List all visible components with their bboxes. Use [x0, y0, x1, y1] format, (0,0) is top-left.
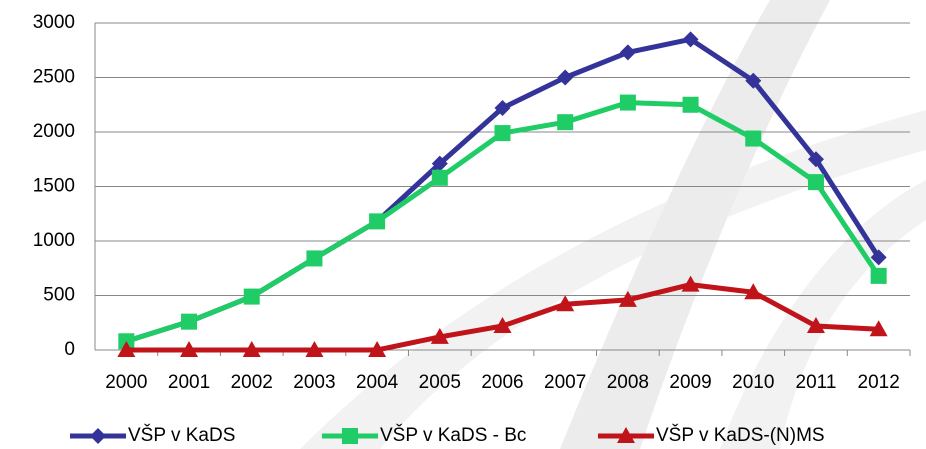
legend-label: VŠP v KaDS - Bc	[380, 424, 526, 446]
marker	[90, 428, 106, 444]
marker	[430, 327, 449, 344]
marker	[870, 267, 887, 284]
y-tick-label: 0	[64, 339, 75, 360]
marker	[306, 250, 323, 267]
y-tick-label: 3000	[33, 12, 75, 33]
x-tick-label: 2008	[607, 372, 649, 393]
marker	[619, 44, 636, 61]
marker	[557, 69, 574, 86]
marker	[556, 295, 575, 312]
legend-label: VŠP v KaDS	[128, 424, 235, 446]
y-tick-label: 2500	[33, 67, 75, 88]
marker	[493, 317, 512, 334]
x-tick-label: 2011	[796, 372, 837, 393]
x-tick-label: 2012	[858, 372, 900, 393]
marker	[869, 320, 888, 337]
y-tick-label: 2000	[33, 121, 75, 142]
x-tick-label: 2003	[293, 372, 335, 393]
marker	[870, 249, 887, 266]
marker	[431, 155, 448, 172]
y-tick-label: 1500	[33, 176, 75, 197]
marker	[431, 169, 448, 186]
marker	[117, 341, 136, 357]
marker	[682, 96, 699, 113]
marker	[557, 114, 574, 131]
marker	[494, 100, 511, 117]
marker	[681, 275, 700, 292]
marker	[806, 317, 825, 334]
x-tick-label: 2000	[105, 372, 147, 393]
marker	[744, 283, 763, 300]
marker	[494, 125, 511, 142]
y-tick-label: 500	[43, 285, 75, 306]
x-tick-label: 2009	[669, 372, 711, 393]
marker	[619, 94, 636, 111]
marker	[618, 290, 637, 307]
x-tick-label: 2002	[231, 372, 273, 393]
x-tick-label: 2005	[419, 372, 461, 393]
x-tick-label: 2010	[732, 372, 774, 393]
x-tick-label: 2004	[356, 372, 399, 393]
marker	[368, 341, 387, 357]
marker	[745, 72, 762, 89]
legend-label: VŠP v KaDS-(N)MS	[656, 424, 825, 446]
marker	[342, 428, 358, 444]
x-tick-label: 2006	[481, 372, 523, 393]
x-tick-label: 2001	[168, 372, 210, 393]
marker	[369, 213, 386, 230]
marker	[181, 313, 198, 330]
marker	[617, 427, 635, 443]
marker	[745, 130, 762, 147]
marker	[243, 288, 260, 305]
marker	[807, 174, 824, 191]
marker	[682, 31, 699, 48]
y-tick-label: 1000	[33, 230, 75, 251]
marker	[305, 341, 324, 357]
marker	[807, 151, 824, 168]
marker	[242, 341, 261, 357]
marker	[180, 341, 199, 357]
x-tick-label: 2007	[544, 372, 586, 393]
